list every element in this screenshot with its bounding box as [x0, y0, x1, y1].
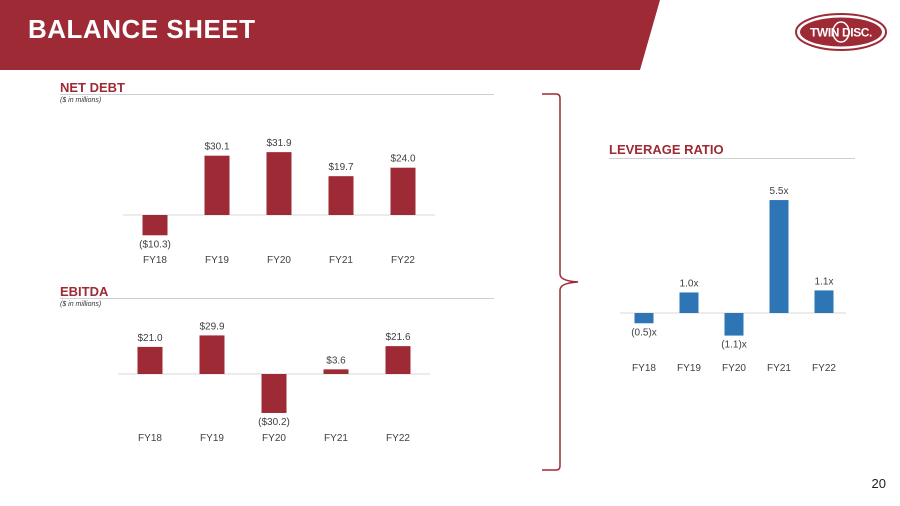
bar-fy22 [390, 167, 416, 215]
bar-fy18 [137, 346, 163, 374]
bar-fy21 [328, 176, 354, 215]
data-label-fy19: 1.0x [680, 278, 699, 289]
category-label-fy22: FY22 [391, 255, 415, 266]
data-label-fy18: (0.5)x [631, 327, 657, 338]
category-label-fy18: FY18 [138, 433, 162, 444]
net-debt-title: NET DEBT [60, 80, 125, 95]
header-banner [0, 0, 660, 70]
data-label-fy21: 5.5x [770, 186, 789, 197]
bar-fy18 [634, 313, 654, 324]
bar-fy22 [385, 346, 411, 374]
data-label-fy19: $30.1 [204, 142, 229, 153]
bar-fy20 [261, 374, 287, 413]
data-label-fy19: $29.9 [199, 321, 224, 332]
net-debt-subtitle: ($ in millions) [60, 97, 102, 104]
bar-fy21 [323, 369, 349, 374]
leverage-chart: (0.5)x FY18 1.0x FY19 (1.1)x FY20 5.5x FY21 1.1x… [620, 186, 846, 374]
ebitda-title: EBITDA [60, 284, 109, 299]
bar-fy18 [142, 215, 168, 236]
category-label-fy21: FY21 [329, 255, 353, 266]
bar-fy22 [814, 290, 834, 313]
data-label-fy22: $24.0 [390, 154, 415, 165]
leverage-title: LEVERAGE RATIO [609, 142, 724, 157]
data-label-fy21: $3.6 [326, 355, 346, 366]
bar-fy19 [199, 335, 225, 374]
category-label-fy18: FY18 [632, 363, 656, 374]
ebitda-divider [60, 298, 494, 299]
logo-text: TWIN DISC. [810, 26, 872, 40]
category-label-fy19: FY19 [205, 255, 229, 266]
data-label-fy18: ($10.3) [139, 239, 171, 250]
bar-fy21 [769, 200, 789, 313]
category-label-fy19: FY19 [200, 433, 224, 444]
bar-fy19 [204, 155, 230, 215]
leverage-divider [609, 158, 855, 159]
category-label-fy20: FY20 [262, 433, 286, 444]
category-label-fy20: FY20 [722, 363, 746, 374]
category-label-fy21: FY21 [324, 433, 348, 444]
bracket-connector [542, 93, 579, 471]
data-label-fy22: 1.1x [815, 276, 834, 287]
data-label-fy20: ($30.2) [258, 417, 290, 428]
data-label-fy18: $21.0 [137, 333, 162, 344]
net-debt-chart: ($10.3) FY18 $30.1 FY19 $31.9 FY20 $19.7 FY21 $2… [123, 138, 435, 266]
net-debt-divider [60, 94, 494, 95]
category-label-fy20: FY20 [267, 255, 291, 266]
bar-fy19 [679, 292, 699, 313]
category-label-fy19: FY19 [677, 363, 701, 374]
page-number: 20 [871, 476, 886, 491]
page-title: BALANCE SHEET [28, 14, 256, 44]
category-label-fy21: FY21 [767, 363, 791, 374]
data-label-fy20: $31.9 [266, 138, 291, 149]
ebitda-subtitle: ($ in millions) [60, 301, 102, 308]
ebitda-chart: $21.0 FY18 $29.9 FY19 ($30.2) FY20 $3.6 FY21 $21… [118, 321, 430, 444]
data-label-fy21: $19.7 [328, 162, 353, 173]
category-label-fy22: FY22 [812, 363, 836, 374]
bar-fy20 [724, 313, 744, 336]
data-label-fy20: (1.1)x [721, 340, 747, 351]
data-label-fy22: $21.6 [385, 332, 410, 343]
bar-fy20 [266, 152, 292, 215]
twin-disc-logo: TWIN DISC. [795, 13, 887, 51]
category-label-fy18: FY18 [143, 255, 167, 266]
category-label-fy22: FY22 [386, 433, 410, 444]
